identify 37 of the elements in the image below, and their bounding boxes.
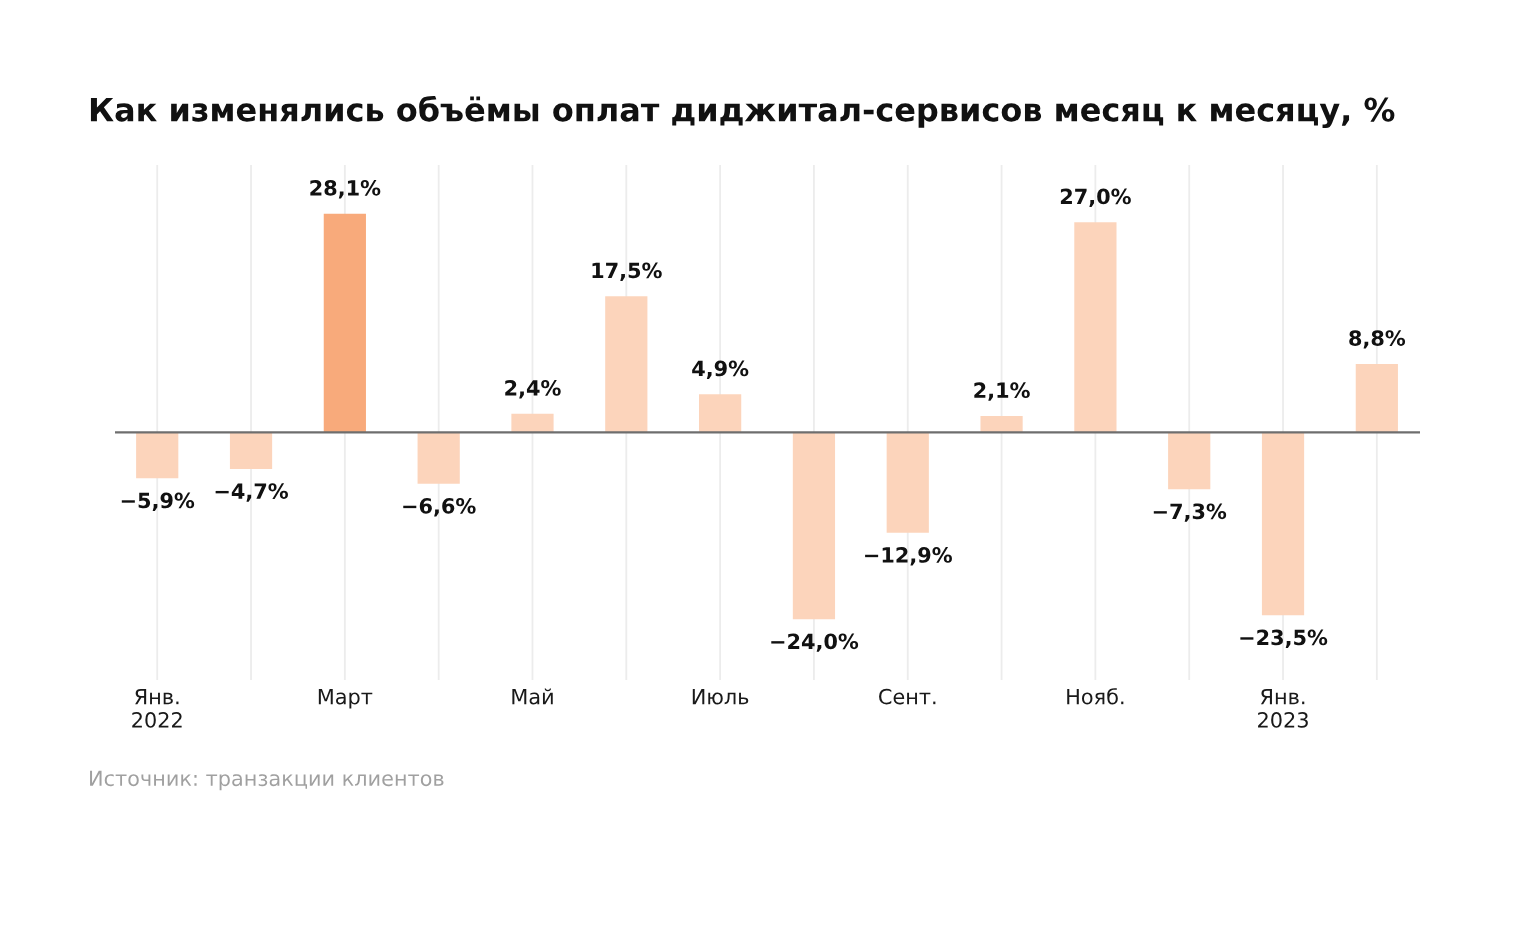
bar [605,296,648,433]
chart-title: Как изменялись объёмы оплат диджитал-сервисов месяц к месяцу, % [90,95,1395,129]
x-tick-label: Янв. 2022 [132,688,182,728]
bar [511,413,554,433]
bar [1355,363,1398,433]
bar [792,432,836,620]
text: Источник: транзакции клиентов [90,770,444,791]
bar [1168,432,1211,490]
bar [229,432,273,469]
data-label: 17,5% [592,262,662,281]
data-label: −5,9% [121,492,195,511]
data-label: −24,0% [771,633,859,652]
x-tick-label: Март [318,688,373,709]
x-tick-label: Июль [692,688,749,705]
x-tick-label: Нояб. [1067,687,1124,705]
data-label: 8,8% [1349,330,1406,349]
data-label: 4,9% [692,360,749,379]
data-label: 27,0% [1060,188,1131,207]
data-label: 2,4% [505,380,561,399]
bar [886,432,929,533]
data-label: −4,7% [215,483,288,502]
x-tick-label: Янв. 2023 [1258,688,1308,728]
bar [980,416,1023,433]
bar [136,432,179,479]
bar [699,394,742,433]
data-label: −7,3% [1153,503,1227,522]
bar [1261,432,1305,616]
x-tick-label: Сент. [879,688,936,705]
data-label: 2,1% [974,382,1030,401]
bar [417,432,460,484]
data-label: 28,1% [310,179,381,199]
x-tick-label: Май [512,688,553,705]
data-label: −23,5% [1240,629,1328,648]
bar [323,213,366,433]
data-label: −6,6% [403,498,476,517]
bar [1074,222,1117,433]
data-label: −12,9% [865,547,952,566]
